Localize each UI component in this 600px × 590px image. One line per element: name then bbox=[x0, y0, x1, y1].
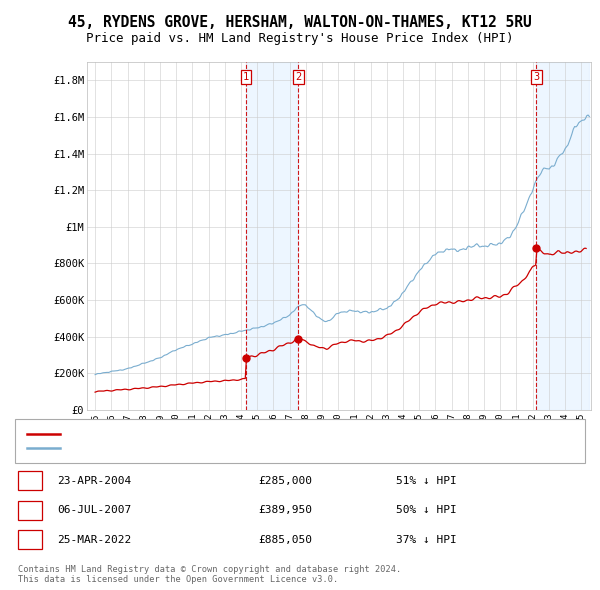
Text: 1: 1 bbox=[243, 71, 249, 81]
Text: 3: 3 bbox=[533, 71, 539, 81]
Text: Price paid vs. HM Land Registry's House Price Index (HPI): Price paid vs. HM Land Registry's House … bbox=[86, 32, 514, 45]
Text: 23-APR-2004: 23-APR-2004 bbox=[57, 476, 131, 486]
Text: 2: 2 bbox=[26, 506, 34, 515]
Text: HPI: Average price, detached house, Elmbridge: HPI: Average price, detached house, Elmb… bbox=[67, 444, 332, 453]
Text: Contains HM Land Registry data © Crown copyright and database right 2024.
This d: Contains HM Land Registry data © Crown c… bbox=[18, 565, 401, 584]
Text: 51% ↓ HPI: 51% ↓ HPI bbox=[396, 476, 457, 486]
Text: 45, RYDENS GROVE, HERSHAM, WALTON-ON-THAMES, KT12 5RU: 45, RYDENS GROVE, HERSHAM, WALTON-ON-THA… bbox=[68, 15, 532, 30]
Text: £285,000: £285,000 bbox=[258, 476, 312, 486]
Text: 06-JUL-2007: 06-JUL-2007 bbox=[57, 506, 131, 515]
Text: 2: 2 bbox=[295, 71, 301, 81]
Text: £885,050: £885,050 bbox=[258, 535, 312, 545]
Text: 3: 3 bbox=[26, 535, 34, 545]
Text: 25-MAR-2022: 25-MAR-2022 bbox=[57, 535, 131, 545]
Text: 50% ↓ HPI: 50% ↓ HPI bbox=[396, 506, 457, 515]
Text: 45, RYDENS GROVE, HERSHAM, WALTON-ON-THAMES, KT12 5RU (detached house): 45, RYDENS GROVE, HERSHAM, WALTON-ON-THA… bbox=[67, 429, 478, 438]
Bar bbox=[536, 62, 589, 410]
Text: 1: 1 bbox=[26, 476, 34, 486]
Bar bbox=[246, 62, 298, 410]
Text: 37% ↓ HPI: 37% ↓ HPI bbox=[396, 535, 457, 545]
Text: £389,950: £389,950 bbox=[258, 506, 312, 515]
